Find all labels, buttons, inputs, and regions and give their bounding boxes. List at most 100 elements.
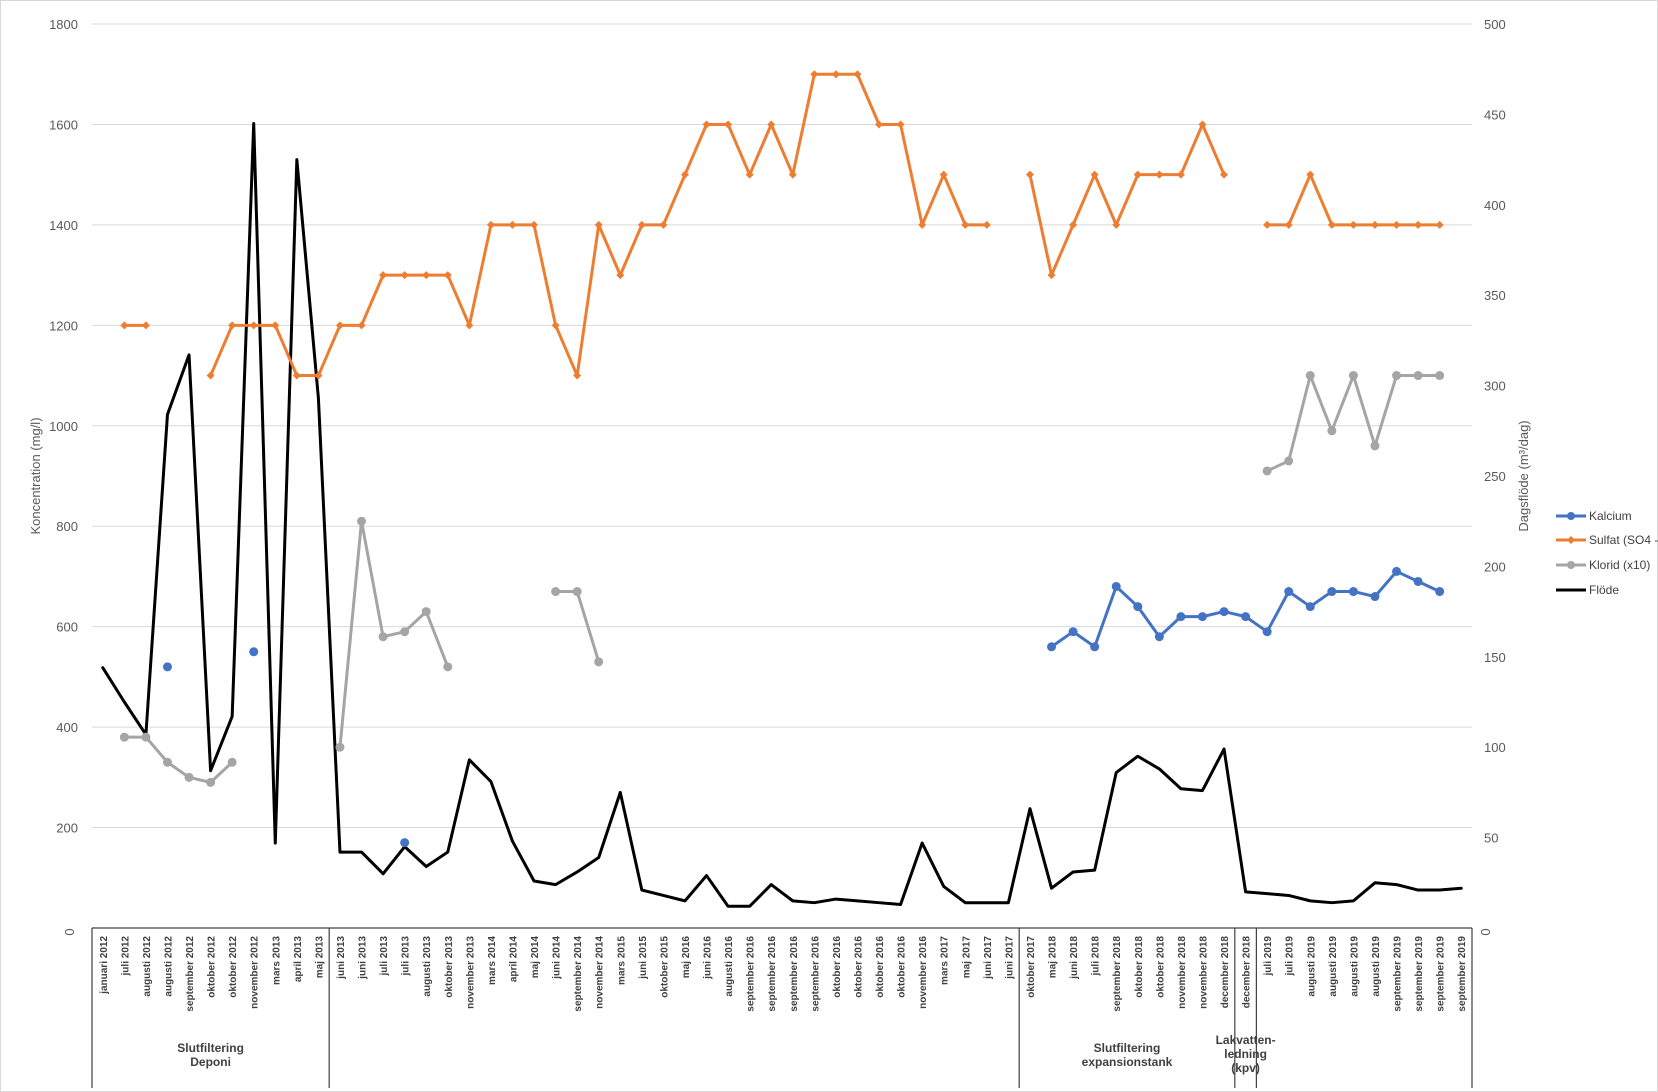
- data-point-sulfat-so4: [594, 220, 603, 229]
- category-label: augusti 2019: [1306, 936, 1317, 997]
- data-point-klorid-x10: [1392, 371, 1402, 381]
- data-point-kalcium: [1176, 612, 1186, 622]
- category-label: augusti 2012: [142, 936, 153, 997]
- data-point-kalcium: [1305, 602, 1315, 612]
- data-point-kalcium: [1392, 566, 1402, 576]
- category-label: juni 2013: [358, 936, 369, 980]
- right-axis-ticks: 50 100 150 200 250 300 350 400 450 500: [1484, 17, 1506, 846]
- data-point-sulfat-so4: [530, 220, 539, 229]
- category-label: november 2012: [250, 936, 261, 1009]
- series-line-sulfat-so4: [1028, 122, 1226, 277]
- left-tick-label: 800: [56, 519, 78, 534]
- category-label: juli 2013: [379, 936, 390, 977]
- right-tick-label: 500: [1484, 17, 1506, 32]
- data-point-sulfat-so4: [292, 371, 301, 380]
- data-point-sulfat-so4: [573, 371, 582, 380]
- data-point-klorid-x10: [378, 632, 388, 642]
- category-label: oktober 2012: [207, 936, 218, 998]
- data-point-sulfat-so4: [486, 220, 495, 229]
- data-point-sulfat-so4: [616, 271, 625, 280]
- data-point-kalcium: [1219, 607, 1229, 617]
- data-point-sulfat-so4: [1370, 220, 1379, 229]
- right-axis-zero-label: 0: [1478, 928, 1493, 935]
- category-label: mars 2015: [616, 936, 627, 985]
- legend-item-klorid: Klorid (x10): [1556, 558, 1650, 572]
- series-kalcium: [162, 566, 1445, 848]
- data-point-klorid-x10: [1262, 466, 1272, 476]
- category-label: juli 2013: [401, 936, 412, 977]
- data-point-sulfat-so4: [1176, 170, 1185, 179]
- data-point-kalcium: [1241, 612, 1251, 622]
- category-label: juni 2016: [703, 936, 714, 980]
- data-point-kalcium: [1047, 642, 1057, 652]
- data-point-klorid-x10: [1284, 456, 1294, 466]
- category-label: juni 2018: [1069, 936, 1080, 980]
- category-axis: januari 2012 juli 2012 augusti 2012 augusti…: [91, 927, 1473, 1088]
- category-label: maj 2013: [314, 936, 325, 979]
- legend-item-flode: Flöde: [1556, 583, 1619, 597]
- category-label: september 2018: [1112, 936, 1123, 1012]
- data-point-kalcium: [1348, 587, 1358, 597]
- data-point-sulfat-so4: [1284, 220, 1293, 229]
- data-point-sulfat-so4: [1306, 170, 1315, 179]
- data-point-sulfat-so4: [810, 70, 819, 79]
- data-point-sulfat-so4: [551, 321, 560, 330]
- data-point-sulfat-so4: [379, 271, 388, 280]
- category-label: september 2016: [746, 936, 757, 1012]
- legend-label-kalcium: Kalcium: [1589, 509, 1632, 523]
- legend-item-kalcium: Kalcium: [1556, 509, 1632, 523]
- category-label: oktober 2018: [1155, 936, 1166, 998]
- data-point-sulfat-so4: [702, 120, 711, 129]
- data-point-sulfat-so4: [680, 170, 689, 179]
- data-point-kalcium: [400, 838, 410, 848]
- data-point-sulfat-so4: [141, 321, 150, 330]
- data-point-sulfat-so4: [357, 321, 366, 330]
- legend-marker-kalcium: [1567, 512, 1575, 520]
- category-label: augusti 2019: [1328, 936, 1339, 997]
- series-klorid-x10: [119, 371, 1445, 787]
- data-point-sulfat-so4: [271, 321, 280, 330]
- data-point-sulfat-so4: [961, 220, 970, 229]
- category-label: oktober 2015: [659, 936, 670, 998]
- category-label: september 2019: [1436, 936, 1447, 1012]
- category-label: augusti 2019: [1349, 936, 1360, 997]
- legend-label-flode: Flöde: [1589, 583, 1619, 597]
- category-label: juni 2014: [552, 936, 563, 980]
- right-tick-label: 400: [1484, 198, 1506, 213]
- gridlines: [92, 23, 1472, 829]
- series-line-fl-de: [101, 121, 1463, 908]
- category-label: juni 2013: [336, 936, 347, 980]
- data-point-kalcium: [1068, 627, 1078, 637]
- category-label: september 2019: [1393, 936, 1404, 1012]
- category-label: juli 2019: [1285, 936, 1296, 977]
- legend-item-sulfat: Sulfat (SO4 -: [1556, 533, 1658, 547]
- data-point-sulfat-so4: [400, 271, 409, 280]
- data-point-klorid-x10: [206, 777, 216, 787]
- right-tick-label: 150: [1484, 650, 1506, 665]
- category-label: oktober 2016: [875, 936, 886, 998]
- data-point-sulfat-so4: [896, 120, 905, 129]
- category-label: september 2019: [1457, 936, 1468, 1012]
- data-point-sulfat-so4: [745, 170, 754, 179]
- category-label: augusti 2013: [422, 936, 433, 997]
- data-point-sulfat-so4: [724, 120, 733, 129]
- category-label: oktober 2013: [444, 936, 455, 998]
- category-label: maj 2018: [1048, 936, 1059, 979]
- data-point-sulfat-so4: [1414, 220, 1423, 229]
- category-label: oktober 2012: [228, 936, 239, 998]
- left-tick-label: 400: [56, 720, 78, 735]
- category-label: augusti 2012: [163, 936, 174, 997]
- right-axis-title: Dagsflöde (m³/dag): [1516, 420, 1531, 531]
- category-label: augusti 2019: [1371, 936, 1382, 997]
- data-point-klorid-x10: [119, 732, 129, 742]
- data-point-kalcium: [162, 662, 172, 672]
- category-label: april 2014: [508, 936, 519, 983]
- data-point-kalcium: [1284, 587, 1294, 597]
- data-point-sulfat-so4: [767, 120, 776, 129]
- category-label: november 2013: [465, 936, 476, 1009]
- data-point-sulfat-so4: [465, 321, 474, 330]
- category-label: september 2016: [767, 936, 778, 1012]
- category-label: december 2018: [1242, 936, 1253, 1009]
- data-point-klorid-x10: [443, 662, 453, 672]
